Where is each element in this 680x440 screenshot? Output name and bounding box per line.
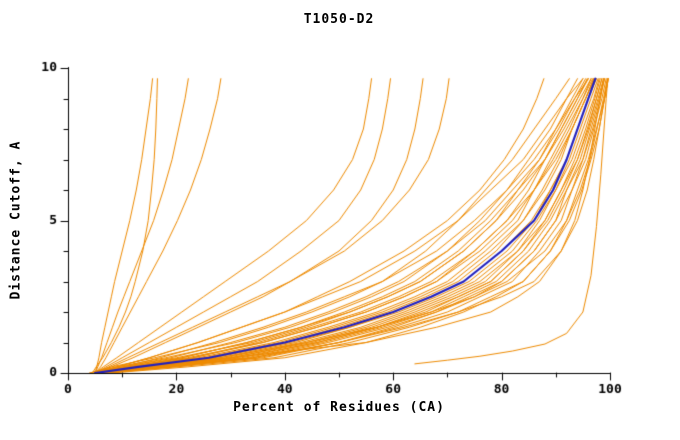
chart-title: T1050-D2 [303, 12, 375, 27]
x-axis-label: Percent of Residues (CA) [233, 400, 445, 415]
y-axis-label: Distance Cutoff, A [8, 140, 24, 300]
